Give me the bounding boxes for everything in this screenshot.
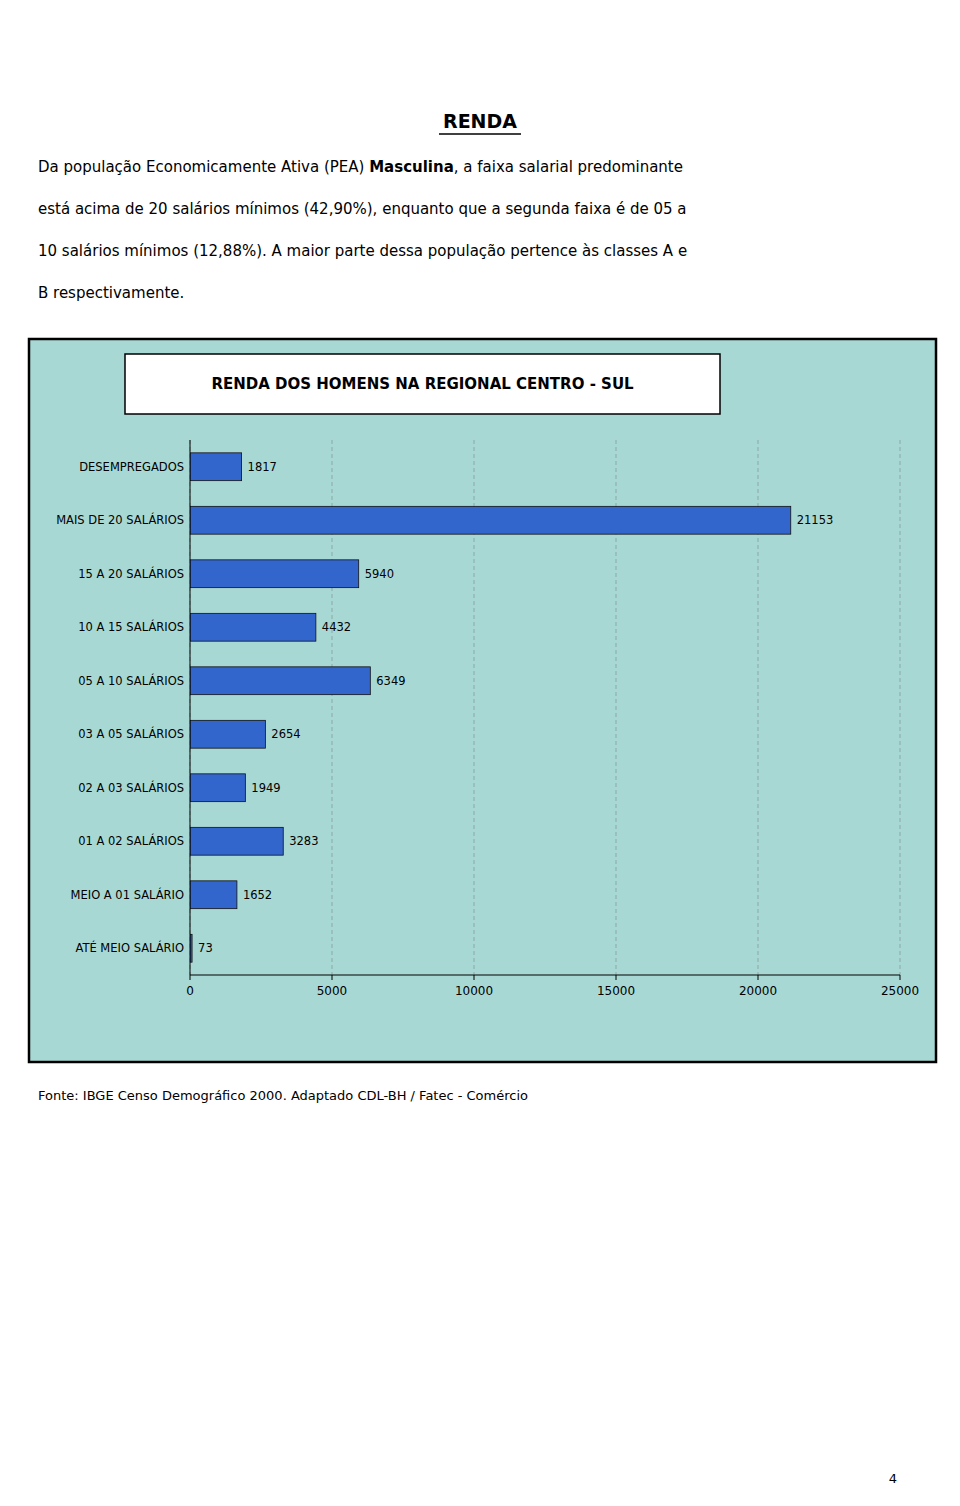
- category-label: 02 A 03 SALÁRIOS: [78, 780, 184, 795]
- data-label: 1949: [251, 781, 280, 795]
- body-text: Da população Economicamente Ativa (PEA): [38, 158, 369, 176]
- data-label: 5940: [365, 567, 394, 581]
- category-label: MAIS DE 20 SALÁRIOS: [56, 512, 184, 527]
- source-note: Fonte: IBGE Censo Demográfico 2000. Adap…: [38, 1088, 528, 1103]
- tick-label: 15000: [597, 984, 635, 998]
- chart-title-box: [125, 354, 720, 414]
- body-line: 10 salários mínimos (12,88%). A maior pa…: [38, 242, 687, 260]
- data-label: 73: [198, 941, 213, 955]
- chart-title: RENDA DOS HOMENS NA REGIONAL CENTRO - SU…: [211, 375, 634, 393]
- body-line: está acima de 20 salários mínimos (42,90…: [38, 200, 687, 218]
- category-label: ATÉ MEIO SALÁRIO: [75, 940, 184, 955]
- page: RENDA Da população Economicamente Ativa (…: [0, 0, 960, 1506]
- data-label: 1817: [248, 460, 277, 474]
- body-text: B respectivamente.: [38, 284, 184, 302]
- chart-frame: [29, 339, 936, 1062]
- data-label: 3283: [289, 834, 318, 848]
- category-label: 05 A 10 SALÁRIOS: [78, 673, 184, 688]
- bar: [190, 720, 265, 748]
- data-label: 6349: [376, 674, 405, 688]
- tick-label: 0: [186, 984, 194, 998]
- page-title: RENDA: [443, 110, 517, 132]
- bar: [190, 774, 245, 802]
- tick-mark: [190, 975, 191, 980]
- data-label: 21153: [797, 513, 834, 527]
- category-label: MEIO A 01 SALÁRIO: [71, 887, 184, 902]
- body-text: Masculina: [369, 158, 454, 176]
- tick-label: 20000: [739, 984, 777, 998]
- category-label: 15 A 20 SALÁRIOS: [78, 566, 184, 581]
- body-text: , a faixa salarial predominante: [454, 158, 683, 176]
- data-label: 4432: [322, 620, 351, 634]
- bar: [190, 827, 283, 855]
- data-label: 1652: [243, 888, 272, 902]
- category-label: 10 A 15 SALÁRIOS: [78, 619, 184, 634]
- bars: [190, 453, 791, 962]
- tick-mark: [616, 975, 617, 980]
- body-line: B respectivamente.: [38, 284, 184, 302]
- grid-line: [900, 440, 901, 975]
- category-label: DESEMPREGADOS: [79, 460, 184, 474]
- body-text: está acima de 20 salários mínimos (42,90…: [38, 200, 687, 218]
- bar: [190, 667, 370, 695]
- tick-mark: [474, 975, 475, 980]
- x-axis-line: [190, 975, 900, 976]
- bar: [190, 506, 791, 534]
- page-number: 4: [889, 1471, 897, 1486]
- category-label: 01 A 02 SALÁRIOS: [78, 833, 184, 848]
- data-label: 2654: [271, 727, 300, 741]
- title-underline: [439, 133, 521, 135]
- tick-label: 5000: [317, 984, 348, 998]
- tick-mark: [758, 975, 759, 980]
- bar: [190, 560, 359, 588]
- tick-mark: [332, 975, 333, 980]
- zero-line: [190, 440, 191, 975]
- tick-label: 10000: [455, 984, 493, 998]
- body-text: 10 salários mínimos (12,88%). A maior pa…: [38, 242, 687, 260]
- bar: [190, 613, 316, 641]
- grid-line: [190, 440, 191, 975]
- bar: [190, 881, 237, 909]
- body-line: Da população Economicamente Ativa (PEA) …: [38, 158, 683, 176]
- category-label: 03 A 05 SALÁRIOS: [78, 726, 184, 741]
- tick-mark: [900, 975, 901, 980]
- tick-label: 25000: [881, 984, 919, 998]
- bar: [190, 453, 242, 481]
